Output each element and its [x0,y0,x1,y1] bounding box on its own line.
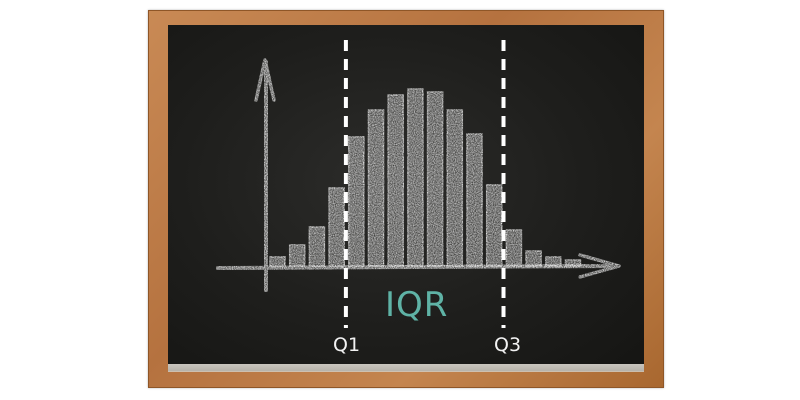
histogram-bar [328,187,345,267]
histogram-bar [525,250,542,267]
histogram-bar [308,226,326,267]
histogram-bar [387,94,404,267]
histogram-bar [485,184,503,267]
histogram-bar [288,244,306,267]
histogram-bar [348,136,365,267]
chalkboard [168,25,644,371]
histogram-bar [505,229,523,267]
q1-label: Q1 [333,334,361,356]
histogram-bar [446,109,464,267]
iqr-label: IQR [385,285,449,325]
q3-label: Q3 [494,334,522,356]
y-axis-arrowhead [254,58,276,102]
histogram-bar [466,133,483,267]
x-axis [216,264,620,270]
histogram-bar [407,88,424,267]
x-axis-arrowhead [578,253,621,279]
histogram-bar [269,256,286,267]
axes [216,58,621,292]
histogram-bar [367,109,385,267]
histogram-bars [269,88,582,267]
chalk-tray [168,364,644,372]
histogram-bar [426,91,444,267]
